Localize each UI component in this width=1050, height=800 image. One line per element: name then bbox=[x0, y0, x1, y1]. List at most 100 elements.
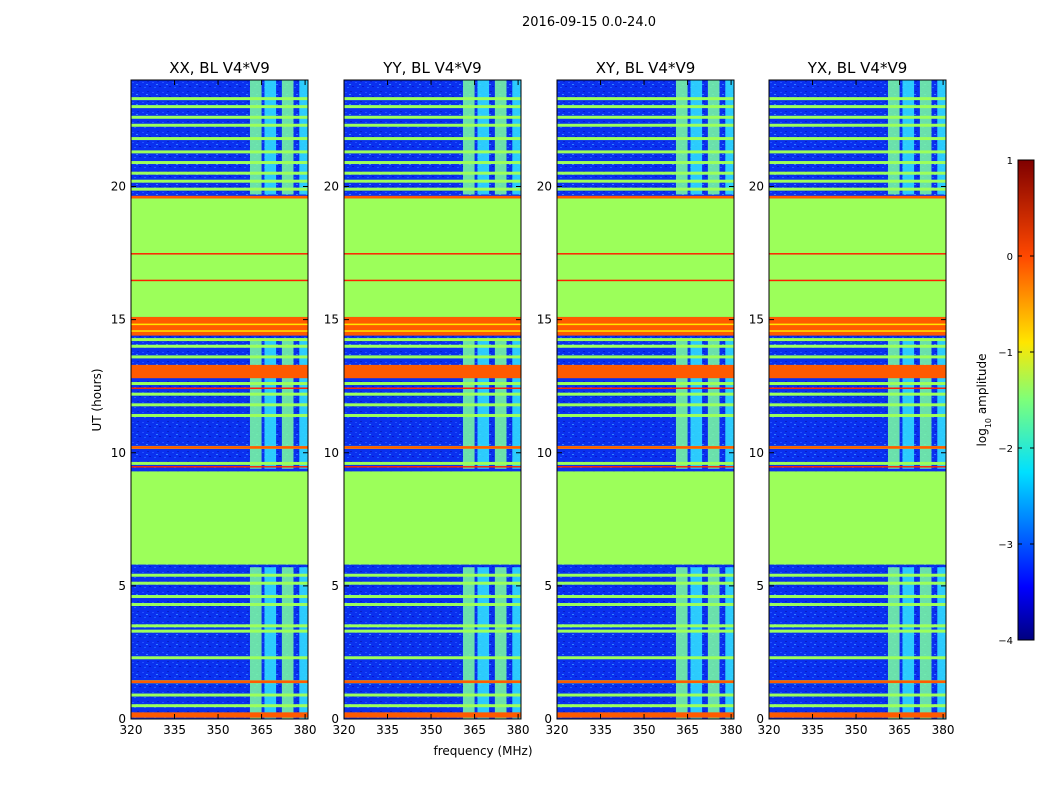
x-tick-label: 350 bbox=[633, 723, 656, 737]
flag-line bbox=[344, 355, 521, 359]
flag-line bbox=[769, 338, 946, 342]
band-line bbox=[769, 330, 946, 332]
magenta-line bbox=[557, 253, 734, 255]
flag-line bbox=[557, 137, 734, 141]
colorbar-tick-label: 1 bbox=[1007, 156, 1013, 167]
magenta-line bbox=[344, 279, 521, 282]
flag-line bbox=[131, 115, 308, 119]
y-tick-label: 15 bbox=[537, 313, 552, 327]
x-tick-label: 335 bbox=[376, 723, 399, 737]
flag-line bbox=[557, 595, 734, 599]
flag-line bbox=[557, 624, 734, 628]
x-tick-label: 365 bbox=[888, 723, 911, 737]
flag-line bbox=[769, 461, 946, 465]
flag-line bbox=[131, 137, 308, 141]
x-tick-label: 335 bbox=[589, 723, 612, 737]
magenta-line bbox=[131, 387, 308, 390]
colorbar-tick-label: 0 bbox=[1007, 252, 1013, 263]
x-tick-label: 380 bbox=[507, 723, 530, 737]
flag-line bbox=[557, 693, 734, 697]
flagged-interval bbox=[131, 471, 308, 565]
active-channel-block bbox=[887, 567, 900, 719]
x-tick-label: 380 bbox=[294, 723, 317, 737]
flag-line bbox=[131, 704, 308, 708]
orange-interval bbox=[344, 316, 521, 336]
flag-line bbox=[769, 392, 946, 396]
flag-line bbox=[131, 573, 308, 577]
flag-line bbox=[131, 656, 308, 660]
flagged-interval bbox=[769, 197, 946, 252]
y-tick-label: 10 bbox=[111, 446, 126, 460]
heatmap-background bbox=[344, 80, 521, 719]
flag-line bbox=[344, 382, 521, 386]
flag-line bbox=[131, 161, 308, 165]
flag-line bbox=[344, 573, 521, 577]
x-tick-label: 350 bbox=[845, 723, 868, 737]
flag-line bbox=[769, 105, 946, 109]
flag-line bbox=[769, 403, 946, 407]
flag-line bbox=[769, 382, 946, 386]
band-line bbox=[344, 323, 521, 326]
magenta-line bbox=[131, 253, 308, 255]
flagged-interval bbox=[557, 471, 734, 565]
flag-line bbox=[557, 629, 734, 633]
flag-line bbox=[769, 624, 946, 628]
flag-line bbox=[344, 413, 521, 417]
flag-line bbox=[557, 115, 734, 119]
flag-line bbox=[557, 161, 734, 165]
y-tick-label: 20 bbox=[749, 180, 764, 194]
flag-line bbox=[344, 603, 521, 607]
panel-3: YX, BL V4*V9 320 335 350 365 380 0 5 10 15 20 bbox=[749, 59, 955, 737]
orange-interval bbox=[131, 316, 308, 336]
flag-line bbox=[557, 603, 734, 607]
x-tick-label: 365 bbox=[676, 723, 699, 737]
flag-line bbox=[344, 150, 521, 154]
flag-line bbox=[557, 105, 734, 109]
flag-line bbox=[769, 171, 946, 175]
flag-line bbox=[769, 413, 946, 417]
x-tick-label: 350 bbox=[207, 723, 230, 737]
orange-interval bbox=[344, 364, 521, 379]
flag-line bbox=[769, 137, 946, 141]
orange-interval bbox=[131, 712, 308, 718]
orange-interval bbox=[344, 712, 521, 718]
flag-line bbox=[344, 97, 521, 101]
x-tick-label: 350 bbox=[420, 723, 443, 737]
active-channel-block bbox=[249, 567, 262, 719]
magenta-line bbox=[769, 466, 946, 468]
flag-line bbox=[131, 403, 308, 407]
flag-line bbox=[344, 704, 521, 708]
y-tick-label: 0 bbox=[544, 712, 552, 726]
panel-title: XY, BL V4*V9 bbox=[596, 59, 696, 77]
flag-line bbox=[769, 693, 946, 697]
flag-line bbox=[344, 137, 521, 141]
magenta-line bbox=[131, 279, 308, 282]
flagged-interval bbox=[131, 197, 308, 252]
flag-line bbox=[131, 461, 308, 465]
panel-frame bbox=[343, 79, 522, 720]
panel-frame bbox=[130, 79, 309, 720]
y-tick-label: 15 bbox=[749, 313, 764, 327]
y-tick-label: 20 bbox=[324, 180, 339, 194]
flag-line bbox=[557, 123, 734, 127]
flag-line bbox=[344, 344, 521, 348]
y-tick-label: 10 bbox=[749, 446, 764, 460]
flag-line bbox=[344, 629, 521, 633]
panel-title: YX, BL V4*V9 bbox=[807, 59, 908, 77]
panel-title: YY, BL V4*V9 bbox=[382, 59, 481, 77]
orange-interval bbox=[557, 446, 734, 449]
flag-line bbox=[769, 97, 946, 101]
magenta-line bbox=[769, 279, 946, 282]
active-channel-block bbox=[725, 567, 734, 719]
panel-2: XY, BL V4*V9 320 335 350 365 380 0 5 10 15 20 bbox=[537, 59, 743, 737]
x-axis-label: frequency (MHz) bbox=[433, 744, 532, 758]
flag-line bbox=[769, 629, 946, 633]
flag-line bbox=[557, 573, 734, 577]
band-line bbox=[344, 330, 521, 332]
flag-line bbox=[769, 704, 946, 708]
orange-interval bbox=[557, 712, 734, 718]
flag-line bbox=[344, 624, 521, 628]
active-channel-block bbox=[919, 567, 932, 719]
flag-line bbox=[344, 595, 521, 599]
heatmap-background bbox=[557, 80, 734, 719]
